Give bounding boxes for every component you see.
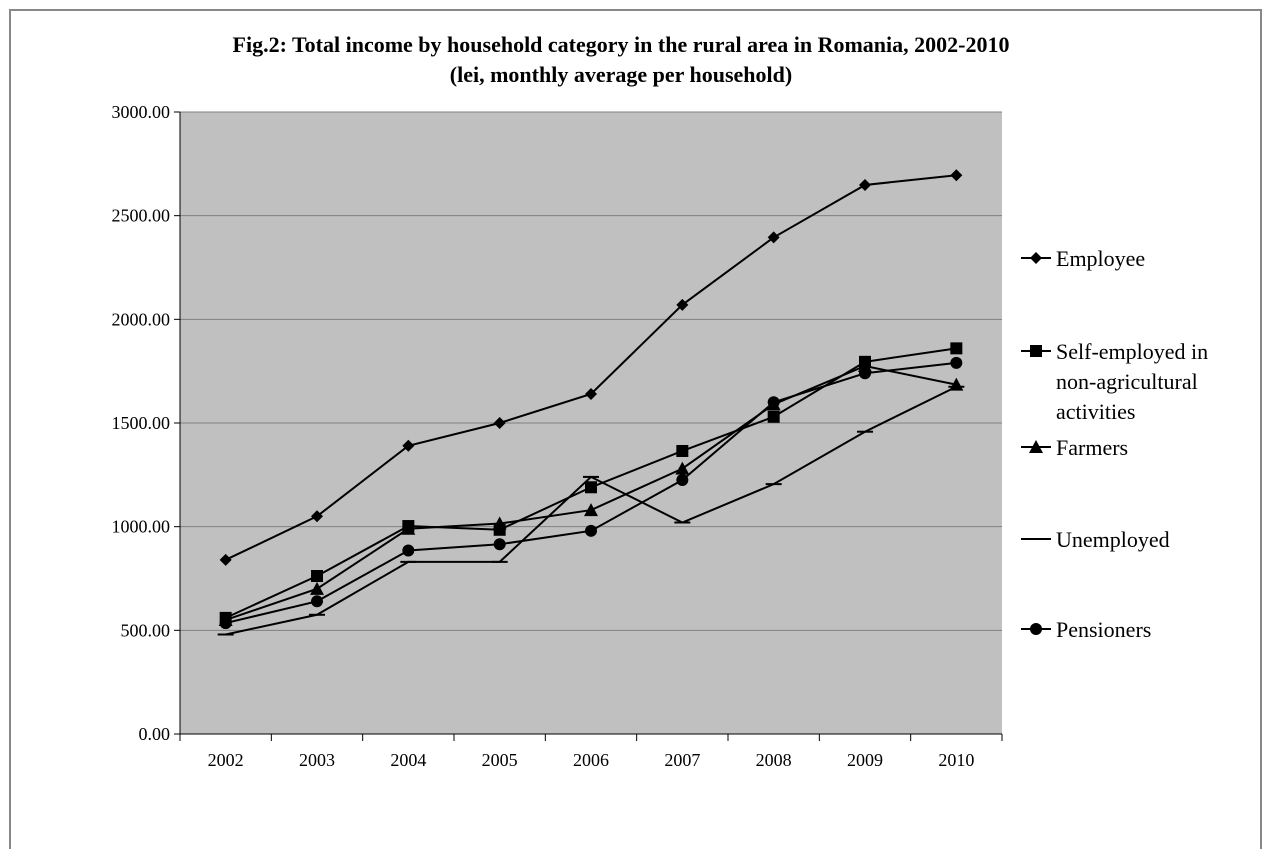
legend-marker [1030,252,1042,264]
point-pensioners [402,544,415,557]
x-tick-label: 2006 [573,750,609,770]
x-tick-label: 2010 [938,750,974,770]
point-employee [219,553,232,566]
legend-item-selfemployed: Self-employed in non-agricultural activiti… [1021,339,1208,424]
y-tick-label: 2000.00 [112,309,171,329]
chart-title: Fig.2: Total income by household categor… [233,32,1010,57]
y-tick-label: 1000.00 [112,517,171,537]
point-selfemployed [311,570,323,583]
axes: 0.00 500.00 1000.00 1500.00 2000.00 2500.00 30… [112,102,1003,770]
point-selfemployed [585,481,597,494]
x-tick-label: 2005 [482,750,518,770]
y-tick-label: 1500.00 [112,413,171,433]
point-employee [585,387,597,400]
point-employee [859,178,871,191]
point-employee [676,298,689,311]
legend-item-farmers: Farmers [1021,435,1128,460]
point-pensioners [219,617,232,630]
legend-label: Pensioners [1056,617,1151,642]
point-employee [311,510,323,523]
y-tick-label: 0.00 [139,724,171,744]
point-employee [767,231,780,244]
point-pensioners [950,356,963,369]
legend-marker [1029,440,1043,453]
series-employee [219,169,963,566]
series-pensioners [219,356,963,630]
legend-item-unemployed: Unemployed [1021,527,1170,552]
point-employee [493,417,506,429]
y-tick-label: 500.00 [121,620,171,640]
point-farmers [584,503,598,517]
point-farmers [401,521,416,535]
point-employee [950,169,963,182]
point-pensioners [676,474,689,487]
legend-label: Unemployed [1056,527,1170,552]
point-selfemployed [950,342,963,355]
series-layer [217,169,965,636]
x-tick-label: 2003 [299,750,335,770]
y-tick-label: 3000.00 [112,102,171,122]
legend-label: non-agricultural [1056,369,1198,394]
point-selfemployed [767,410,780,423]
legend-label: Self-employed in [1056,339,1208,364]
series-unemployed [217,385,965,636]
point-farmers [675,461,690,475]
point-employee [402,439,415,452]
chart-frame: Fig.2: Total income by household categor… [9,9,1262,849]
legend-marker [1030,345,1042,357]
legend-item-employee: Employee [1021,246,1145,271]
x-tick-label: 2009 [847,750,883,770]
point-farmers [310,581,324,595]
point-selfemployed [676,444,689,457]
point-pensioners [311,595,323,608]
x-tick-label: 2004 [390,750,426,770]
x-tick-label: 2002 [208,750,244,770]
x-tick-label: 2007 [664,750,700,770]
legend-label: Farmers [1056,435,1128,460]
point-pensioners [767,396,780,409]
point-pensioners [585,524,597,537]
legend-marker [1030,623,1042,635]
legend-label: activities [1056,399,1135,424]
point-pensioners [493,538,506,551]
legend-item-pensioners: Pensioners [1021,617,1151,642]
legend-label: Employee [1056,246,1145,271]
y-tick-label: 2500.00 [112,206,171,226]
line-chart: Fig.2: Total income by household categor… [112,32,1209,770]
legend: Employee Self-employed in non-agricultural… [1021,246,1208,642]
chart-subtitle: (lei, monthly average per household) [450,62,792,87]
point-farmers [492,516,507,530]
x-tick-label: 2008 [756,750,792,770]
point-pensioners [859,367,871,380]
